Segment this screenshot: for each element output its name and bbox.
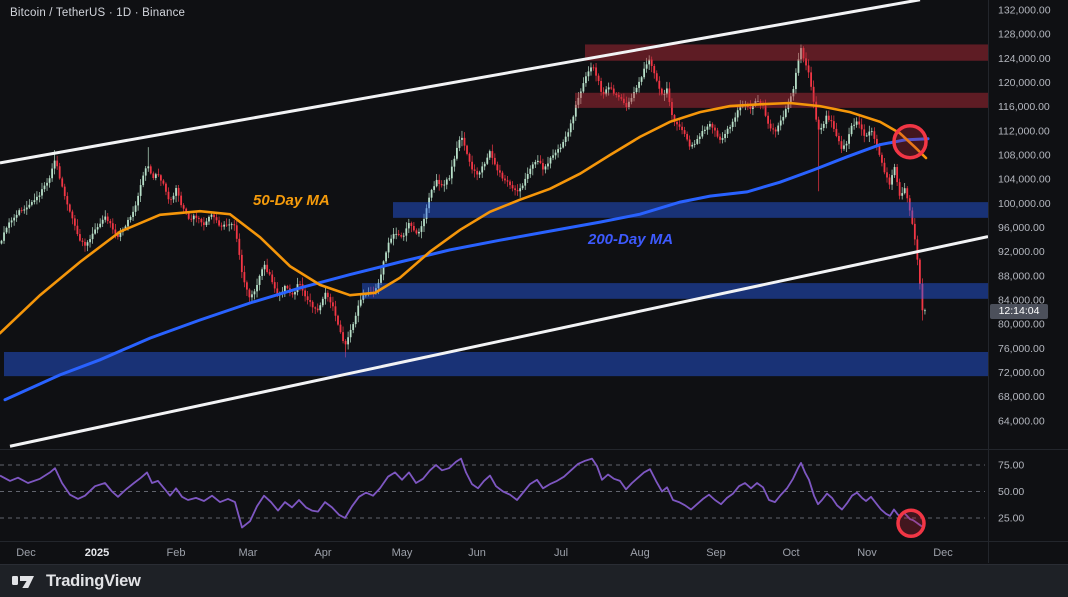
price-axis-label: 120,000.00 — [998, 77, 1051, 89]
footer-bar: TradingView — [0, 564, 1068, 597]
rsi-oversold-circle[interactable] — [896, 508, 926, 539]
channel-top[interactable] — [0, 0, 921, 165]
rsi-axis[interactable]: 75.00 50.00 25.00 — [998, 460, 1024, 525]
resistance-upper — [585, 44, 988, 61]
time-axis-label: Feb — [167, 547, 186, 559]
time-axis-label: Dec — [16, 547, 36, 559]
price-axis-label: 76,000.00 — [998, 343, 1045, 355]
tradingview-brand-text[interactable]: TradingView — [46, 572, 141, 590]
time-axis-label: Oct — [782, 547, 799, 559]
price-axis-label: 116,000.00 — [998, 101, 1050, 113]
candles-series[interactable] — [0, 44, 926, 358]
price-axis-label: 64,000.00 — [998, 415, 1045, 427]
price-axis-label: 124,000.00 — [998, 53, 1051, 65]
rsi-axis-label: 50.00 — [998, 486, 1024, 498]
price-axis-label: 88,000.00 — [998, 270, 1045, 282]
resistance-lower — [575, 92, 988, 108]
price-axis-label: 80,000.00 — [998, 319, 1045, 331]
time-axis-label: Apr — [314, 547, 331, 559]
channel-bottom[interactable] — [9, 235, 988, 448]
tradingview-logo-icon[interactable] — [12, 573, 38, 591]
chart-canvas[interactable]: 132,000.00 128,000.00 124,000.00 120,000.00… — [0, 0, 1068, 564]
ma200-line[interactable] — [3, 137, 930, 402]
time-axis-label: Nov — [857, 547, 877, 559]
rsi-axis-label: 75.00 — [998, 460, 1024, 472]
death-cross-circle[interactable] — [892, 123, 928, 160]
price-axis-label: 96,000.00 — [998, 222, 1045, 234]
price-axis-label: 128,000.00 — [998, 29, 1051, 41]
time-axis-label: Mar — [239, 547, 258, 559]
time-axis-label: Sep — [706, 547, 726, 559]
price-axis-label: 92,000.00 — [998, 246, 1045, 258]
support-85k — [362, 283, 988, 299]
price-pane[interactable] — [0, 0, 988, 448]
time-axis-label: Jun — [468, 547, 486, 559]
rsi-axis-label: 25.00 — [998, 513, 1024, 525]
support-100k — [393, 202, 988, 218]
price-axis[interactable]: 132,000.00 128,000.00 124,000.00 120,000.00… — [998, 5, 1051, 428]
price-axis-label: 108,000.00 — [998, 150, 1051, 162]
price-axis-label: 100,000.00 — [998, 198, 1051, 210]
support-resistance-zones — [4, 44, 988, 377]
time-axis-label: Dec — [933, 547, 953, 559]
price-axis-label: 132,000.00 — [998, 5, 1051, 17]
price-axis-label: 104,000.00 — [998, 174, 1051, 186]
time-axis-label: Jul — [554, 547, 568, 559]
price-axis-label: 72,000.00 — [998, 367, 1045, 379]
time-axis-label: Aug — [630, 547, 650, 559]
rsi-pane[interactable] — [0, 457, 985, 529]
rsi-line[interactable] — [0, 457, 923, 529]
time-axis-label: 2025 — [85, 547, 109, 559]
price-axis-label: 84,000.00 — [998, 295, 1045, 307]
support-73k — [4, 351, 988, 377]
ma50-line[interactable] — [0, 101, 928, 335]
time-axis[interactable]: Dec 2025 Feb Mar Apr May Jun Jul Aug Sep Oct Nov Dec — [16, 547, 953, 559]
price-axis-label: 112,000.00 — [998, 125, 1050, 137]
price-axis-label: 68,000.00 — [998, 391, 1045, 403]
time-axis-label: May — [392, 547, 413, 559]
